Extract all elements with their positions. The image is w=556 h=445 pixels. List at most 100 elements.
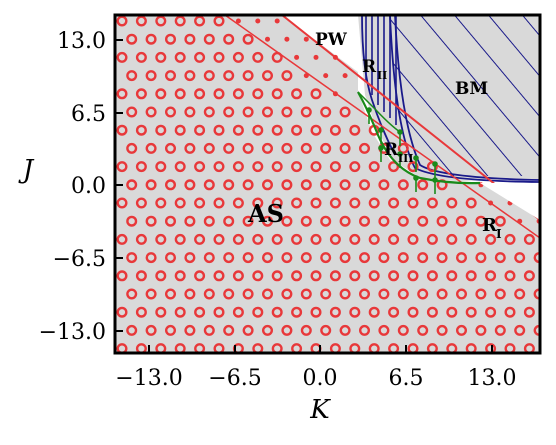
as-marker — [271, 124, 283, 136]
as-marker — [184, 142, 196, 154]
as-marker — [359, 142, 371, 154]
as-marker — [446, 270, 458, 282]
as-marker — [242, 142, 254, 154]
as-marker — [291, 270, 303, 282]
as-marker — [213, 15, 225, 27]
as-marker — [349, 197, 361, 209]
as-marker — [232, 88, 244, 100]
as-marker — [135, 88, 147, 100]
as-marker — [145, 324, 157, 336]
as-marker — [300, 106, 312, 118]
y-tick-label: 13.0 — [57, 29, 106, 54]
as-marker — [271, 197, 283, 209]
as-marker — [223, 106, 235, 118]
region-label-as: AS — [247, 199, 284, 228]
as-marker — [281, 142, 293, 154]
as-marker — [116, 161, 128, 173]
ri-marker — [342, 73, 348, 79]
as-marker — [339, 324, 351, 336]
as-marker — [194, 161, 206, 173]
x-axis-title: K — [309, 395, 331, 425]
bm-boundary — [361, 15, 540, 183]
ri-marker — [265, 36, 270, 42]
as-marker — [213, 161, 225, 173]
as-marker — [494, 215, 506, 227]
y-axis-title: J — [18, 155, 35, 185]
as-marker — [523, 233, 535, 245]
as-marker — [271, 51, 283, 63]
region-label-riii-main: R — [384, 140, 399, 160]
as-marker — [135, 15, 147, 27]
x-tick-label: 0.0 — [303, 366, 338, 391]
region-label-rii-sub: II — [377, 69, 387, 82]
as-marker — [504, 270, 516, 282]
as-marker — [397, 288, 409, 300]
as-marker — [126, 252, 138, 264]
as-marker — [359, 324, 371, 336]
as-marker — [417, 215, 429, 227]
as-marker — [359, 179, 371, 191]
as-marker — [281, 106, 293, 118]
as-marker — [174, 88, 186, 100]
as-marker — [203, 179, 215, 191]
as-marker — [262, 179, 274, 191]
as-marker — [126, 142, 138, 154]
as-marker — [145, 142, 157, 154]
y-tick-label: 6.5 — [71, 102, 106, 127]
as-marker — [465, 270, 477, 282]
as-marker — [126, 70, 138, 82]
empty-region — [455, 183, 540, 220]
as-marker — [310, 161, 322, 173]
as-marker — [339, 106, 351, 118]
as-marker — [174, 15, 186, 27]
as-marker — [145, 179, 157, 191]
as-marker — [397, 142, 409, 154]
as-marker — [475, 252, 487, 264]
as-marker — [145, 33, 157, 45]
as-marker — [300, 215, 312, 227]
as-marker — [155, 270, 167, 282]
region-label-riii-sub: III — [398, 152, 413, 165]
as-marker — [126, 324, 138, 336]
as-marker — [194, 306, 206, 318]
as-marker — [300, 288, 312, 300]
as-marker — [388, 270, 400, 282]
as-marker — [407, 233, 419, 245]
ri-marker — [313, 54, 319, 60]
as-marker — [378, 179, 390, 191]
as-marker — [126, 179, 138, 191]
as-marker — [135, 124, 147, 136]
as-marker — [368, 161, 380, 173]
as-marker — [184, 106, 196, 118]
as-marker — [368, 197, 380, 209]
as-marker — [320, 215, 332, 227]
as-marker — [407, 197, 419, 209]
as-marker — [194, 270, 206, 282]
as-marker — [349, 270, 361, 282]
as-marker — [145, 215, 157, 227]
as-marker — [213, 233, 225, 245]
as-marker — [417, 324, 429, 336]
as-marker — [262, 106, 274, 118]
ri-marker — [294, 54, 300, 60]
as-marker — [417, 252, 429, 264]
as-marker — [155, 124, 167, 136]
axis-ticks — [115, 39, 493, 353]
as-marker — [126, 33, 138, 45]
y-tick-labels: 13.0 6.5 0.0 −6.5 −13.0 — [39, 29, 106, 345]
as-marker — [339, 179, 351, 191]
as-marker — [164, 288, 176, 300]
as-marker — [223, 70, 235, 82]
as-marker — [407, 161, 419, 173]
as-marker — [203, 288, 215, 300]
x-tick-labels: −13.0 −6.5 0.0 6.5 13.0 — [115, 366, 516, 391]
as-marker — [291, 161, 303, 173]
as-marker — [242, 70, 254, 82]
as-marker — [436, 215, 448, 227]
as-marker — [504, 306, 516, 318]
x-tick-label: 6.5 — [389, 366, 424, 391]
as-marker — [271, 88, 283, 100]
as-marker — [135, 306, 147, 318]
ri-marker — [235, 18, 241, 24]
as-marker — [155, 233, 167, 245]
